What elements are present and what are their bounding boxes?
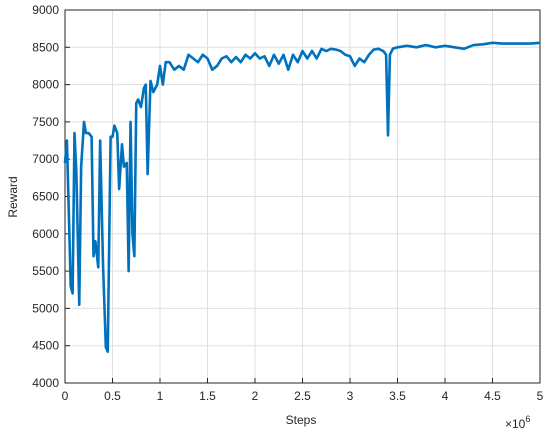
y-tick-label: 8000 xyxy=(32,78,59,92)
x-tick-label: 3 xyxy=(347,389,354,403)
y-tick-label: 4000 xyxy=(32,376,59,390)
y-tick-label: 9000 xyxy=(32,3,59,17)
x-multiplier-exponent: 6 xyxy=(525,414,530,424)
x-multiplier: ×106 xyxy=(505,414,530,431)
data-line xyxy=(63,41,541,353)
x-tick-label: 0.5 xyxy=(104,389,121,403)
y-tick-label: 6000 xyxy=(32,227,59,241)
x-tick-label: 1.5 xyxy=(199,389,216,403)
x-multiplier-base: ×10 xyxy=(505,417,526,431)
y-tick-label: 7500 xyxy=(32,115,59,129)
y-tick-label: 4500 xyxy=(32,339,59,353)
y-tick-label: 6500 xyxy=(32,190,59,204)
axes-box xyxy=(64,9,541,384)
x-tick-label: 1 xyxy=(157,389,164,403)
y-axis-label: Reward xyxy=(6,176,20,217)
y-tick-label: 7000 xyxy=(32,152,59,166)
x-tick-label: 4.5 xyxy=(484,389,501,403)
x-tick-label: 4 xyxy=(442,389,449,403)
x-tick-label: 0 xyxy=(62,389,69,403)
x-tick-label: 2.5 xyxy=(294,389,311,403)
y-tick-label: 8500 xyxy=(32,40,59,54)
y-tick-label: 5500 xyxy=(32,264,59,278)
x-tick-label: 5 xyxy=(537,389,544,403)
x-tick-label: 2 xyxy=(252,389,259,403)
x-tick-label: 3.5 xyxy=(389,389,406,403)
x-axis-label: Steps xyxy=(286,413,317,427)
y-tick-label: 5000 xyxy=(32,301,59,315)
